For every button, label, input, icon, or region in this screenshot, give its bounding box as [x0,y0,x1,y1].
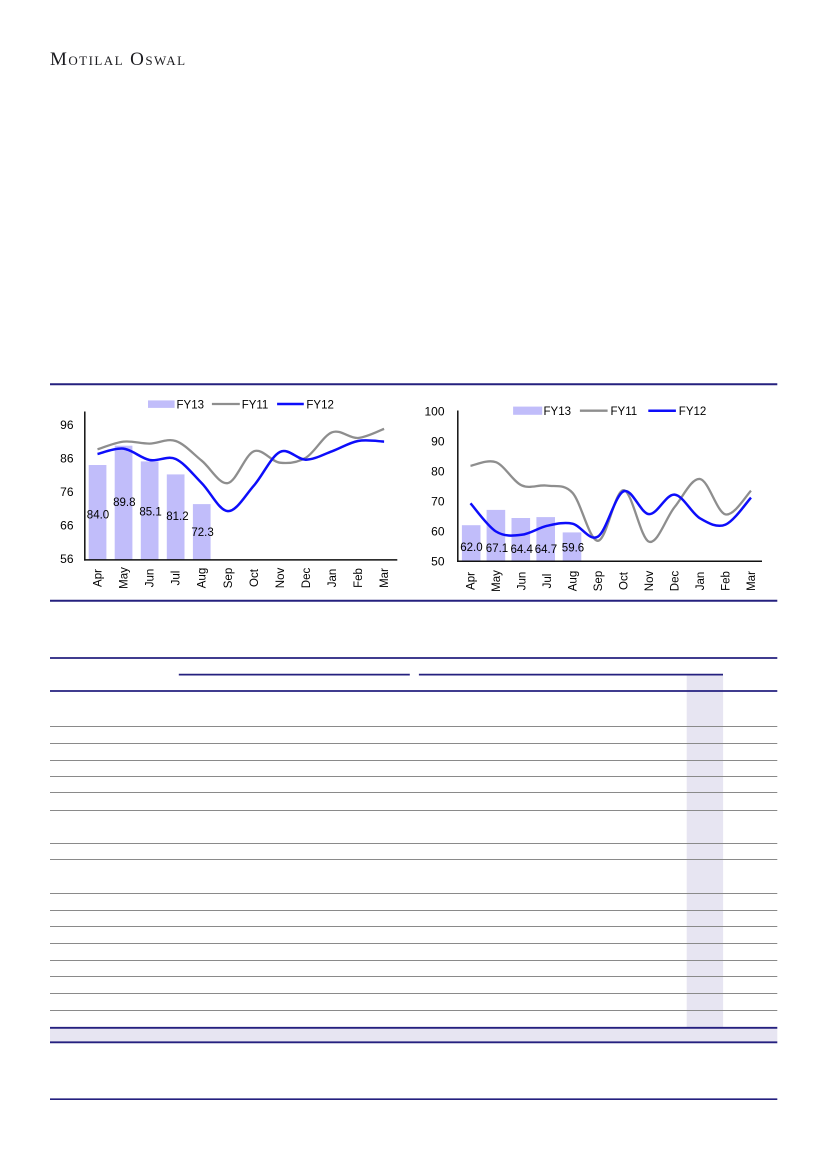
svg-text:Mar: Mar [746,571,758,591]
svg-text:96: 96 [60,418,74,432]
svg-text:64.7: 64.7 [535,544,557,556]
svg-text:100: 100 [424,404,444,418]
svg-text:May: May [119,567,131,589]
svg-text:FY13: FY13 [544,406,572,418]
svg-text:Jan: Jan [695,572,707,591]
svg-text:86: 86 [60,452,74,466]
svg-text:Feb: Feb [721,571,733,591]
svg-text:FY12: FY12 [306,399,334,411]
svg-text:Jun: Jun [517,572,529,591]
svg-text:56: 56 [60,552,74,566]
svg-text:64.4: 64.4 [511,544,534,556]
svg-text:89.8: 89.8 [113,497,135,509]
svg-text:50: 50 [431,554,445,568]
svg-text:Jun: Jun [145,569,157,588]
svg-text:66: 66 [60,518,74,532]
svg-text:72.3: 72.3 [191,527,213,539]
svg-text:90: 90 [431,434,445,448]
svg-text:Dec: Dec [301,568,313,589]
svg-text:Apr: Apr [93,569,105,587]
svg-text:85.1: 85.1 [139,507,161,519]
svg-text:Nov: Nov [644,571,656,592]
svg-text:Aug: Aug [568,571,580,591]
svg-text:Dec: Dec [670,571,682,592]
svg-text:Jul: Jul [542,574,554,589]
svg-text:Sep: Sep [593,571,605,591]
svg-text:Feb: Feb [353,568,365,588]
svg-text:67.1: 67.1 [486,543,508,555]
svg-text:70: 70 [431,494,445,508]
svg-text:May: May [491,570,503,592]
svg-text:62.0: 62.0 [460,542,482,554]
svg-text:Jan: Jan [327,569,339,588]
svg-text:FY11: FY11 [611,406,638,418]
svg-text:Oct: Oct [619,571,631,590]
svg-text:FY12: FY12 [679,406,707,418]
svg-text:60: 60 [431,524,445,538]
svg-text:FY13: FY13 [177,399,205,411]
svg-text:84.0: 84.0 [87,509,109,521]
svg-text:Aug: Aug [197,568,209,588]
svg-text:81.2: 81.2 [166,511,188,523]
svg-text:Jul: Jul [171,571,183,586]
svg-text:Oct: Oct [249,568,261,587]
svg-text:Mar: Mar [379,568,391,588]
svg-text:Nov: Nov [275,568,287,589]
svg-text:59.6: 59.6 [562,542,584,554]
svg-text:FY11: FY11 [242,399,269,411]
svg-text:Apr: Apr [466,572,478,590]
svg-text:80: 80 [431,464,445,478]
svg-text:76: 76 [60,485,74,499]
svg-text:Sep: Sep [223,568,235,588]
